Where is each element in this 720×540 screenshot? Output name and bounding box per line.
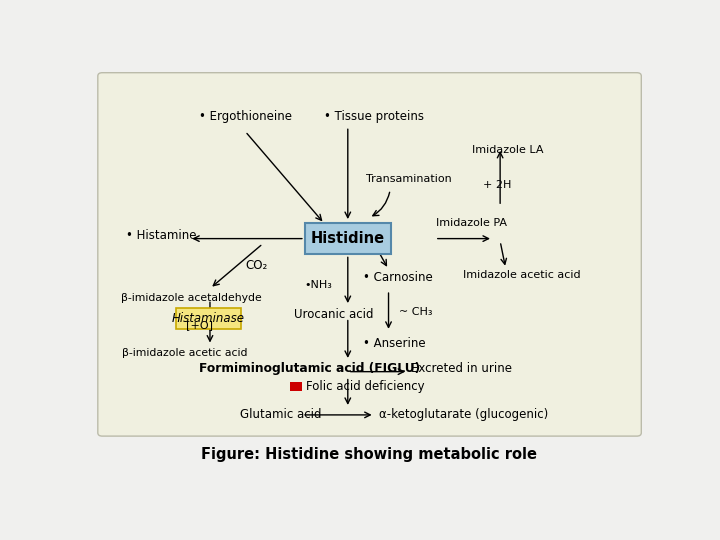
Text: β-imidazole acetic acid: β-imidazole acetic acid — [122, 348, 248, 357]
Text: Imidazole acetic acid: Imidazole acetic acid — [463, 270, 580, 280]
Bar — [289, 382, 302, 391]
Text: Excreted in urine: Excreted in urine — [411, 362, 512, 375]
Text: β-imidazole acetaldehyde: β-imidazole acetaldehyde — [121, 293, 261, 302]
Text: α-ketoglutarate (glucogenic): α-ketoglutarate (glucogenic) — [379, 408, 549, 421]
Text: [+O]: [+O] — [186, 320, 213, 330]
Text: Glutamic acid: Glutamic acid — [240, 408, 321, 421]
Text: Formiminoglutamic acid (FIGLU): Formiminoglutamic acid (FIGLU) — [199, 362, 420, 375]
Text: CO₂: CO₂ — [245, 259, 267, 272]
Text: Histaminase: Histaminase — [172, 312, 245, 325]
Text: • Histamine: • Histamine — [126, 229, 197, 242]
Text: Figure: Histidine showing metabolic role: Figure: Histidine showing metabolic role — [201, 447, 537, 462]
Text: Imidazole LA: Imidazole LA — [472, 145, 544, 155]
Text: Urocanic acid: Urocanic acid — [294, 308, 373, 321]
Text: Transamination: Transamination — [366, 174, 452, 184]
Text: Imidazole PA: Imidazole PA — [436, 218, 507, 228]
Text: • Ergothioneine: • Ergothioneine — [199, 110, 292, 123]
Text: Histidine: Histidine — [311, 231, 385, 246]
FancyBboxPatch shape — [98, 73, 642, 436]
Text: ~ CH₃: ~ CH₃ — [399, 307, 432, 317]
Text: • Tissue proteins: • Tissue proteins — [324, 110, 424, 123]
Text: • Carnosine: • Carnosine — [364, 271, 433, 284]
Text: + 2H: + 2H — [483, 180, 512, 191]
Text: • Anserine: • Anserine — [364, 337, 426, 350]
Text: Folic acid deficiency: Folic acid deficiency — [306, 380, 425, 393]
FancyBboxPatch shape — [176, 308, 240, 329]
FancyBboxPatch shape — [305, 223, 392, 254]
Text: •NH₃: •NH₃ — [305, 280, 333, 290]
